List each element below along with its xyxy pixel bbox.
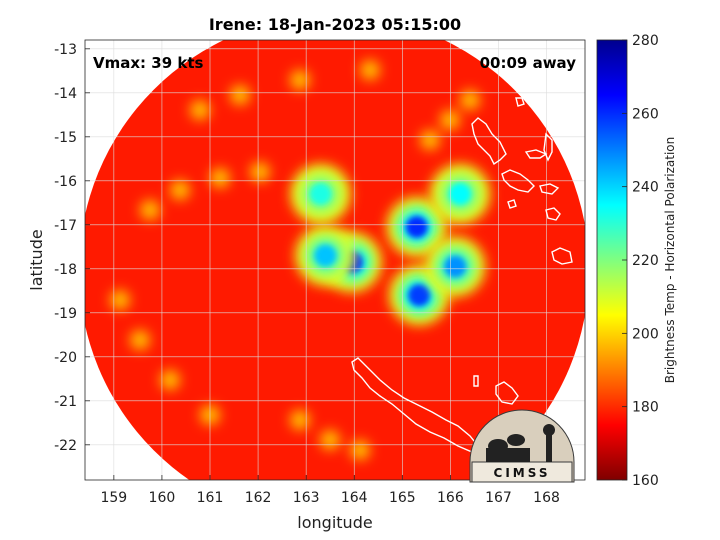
y-tick-label: -16 bbox=[54, 174, 77, 190]
cloud-band-0-1 bbox=[170, 180, 190, 200]
cloud-band-2-2 bbox=[350, 440, 370, 460]
grid-lines bbox=[85, 40, 585, 480]
y-tick-label: -17 bbox=[54, 218, 77, 234]
cloud-bands bbox=[110, 60, 480, 460]
colorbar-tick-label: 180 bbox=[632, 400, 659, 416]
cloud-band-4-1 bbox=[440, 110, 460, 130]
x-tick-label: 165 bbox=[389, 490, 416, 506]
logo-dish-2 bbox=[507, 434, 525, 446]
cloud-band-3-0 bbox=[190, 100, 210, 120]
cloud-band-2-1 bbox=[320, 430, 340, 450]
y-tick-label: -22 bbox=[54, 438, 77, 454]
colorbar: 280 260 240 220 200 180 160 Brightness Temp - … bbox=[596, 33, 677, 489]
feature-core bbox=[309, 183, 332, 205]
coastline-erromango bbox=[551, 247, 573, 265]
colorbar-label: Brightness Temp - Horizontal Polarizatio… bbox=[663, 137, 677, 384]
coastline-islet-4 bbox=[507, 199, 517, 209]
y-tick-label: -15 bbox=[54, 130, 77, 146]
y-tick-label: -14 bbox=[54, 86, 77, 102]
x-tick-label: 168 bbox=[533, 490, 560, 506]
y-tick-label: -13 bbox=[54, 42, 77, 58]
cloud-band-4-2 bbox=[460, 90, 480, 110]
x-axis-label: longitude bbox=[297, 513, 372, 532]
cloud-band-1-1 bbox=[130, 330, 150, 350]
x-tick-label: 160 bbox=[149, 490, 176, 506]
cloud-band-0-2 bbox=[210, 168, 230, 188]
time-away-label: 00:09 away bbox=[480, 54, 577, 72]
y-tick-label: -18 bbox=[54, 262, 77, 278]
cloud-band-3-3 bbox=[360, 60, 380, 80]
feature-core bbox=[408, 284, 431, 307]
coastline-efate bbox=[545, 207, 561, 221]
coastline-espiritu-santo bbox=[471, 117, 507, 166]
y-tick-label: -19 bbox=[54, 306, 77, 322]
coastline-islet-2 bbox=[515, 83, 523, 93]
x-axis-ticks: 159 160 161 162 163 164 165 166 167 168 bbox=[100, 475, 560, 506]
chart-title: Irene: 18-Jan-2023 05:15:00 bbox=[209, 15, 461, 34]
y-axis-ticks: -13 -14 -15 -16 -17 -18 -19 -20 -21 -22 bbox=[54, 42, 90, 454]
feature-cold-core-east bbox=[386, 197, 447, 257]
feature-cell-north-east bbox=[430, 164, 490, 224]
cloud-band-0-0 bbox=[140, 200, 160, 220]
feature-core bbox=[314, 244, 337, 267]
colorbar-tick-label: 280 bbox=[632, 33, 659, 49]
colorbar-ticks: 280 260 240 220 200 180 160 bbox=[622, 33, 659, 489]
x-tick-label: 164 bbox=[341, 490, 368, 506]
feature-cell-north bbox=[290, 164, 351, 224]
cimss-logo: CIMSS bbox=[469, 409, 575, 483]
y-tick-label: -20 bbox=[54, 350, 77, 366]
vmax-label: Vmax: 39 kts bbox=[93, 54, 203, 72]
brightness-temperature-swath bbox=[85, 40, 585, 480]
colorbar-tick-label: 240 bbox=[632, 180, 659, 196]
x-tick-label: 162 bbox=[245, 490, 272, 506]
plot-frame bbox=[84, 39, 586, 481]
map-plot-area: 159 160 161 162 163 164 165 166 167 168 -13 -14 -15… bbox=[54, 39, 586, 506]
x-tick-label: 161 bbox=[197, 490, 224, 506]
cloud-band-3-2 bbox=[290, 70, 310, 90]
coastline-ambrym bbox=[539, 183, 560, 195]
convection bbox=[290, 164, 490, 326]
x-tick-label: 166 bbox=[437, 490, 464, 506]
coastline-islet-1 bbox=[515, 97, 525, 107]
y-axis-label: latitude bbox=[27, 229, 46, 290]
cloud-band-1-0 bbox=[110, 290, 130, 310]
coastline-tanna bbox=[495, 381, 519, 405]
colorbar-tick-label: 260 bbox=[632, 106, 659, 122]
colorbar-tick-label: 160 bbox=[632, 473, 659, 489]
cloud-band-3-1 bbox=[230, 85, 250, 105]
logo-text: CIMSS bbox=[494, 466, 551, 480]
colorbar-tick-label: 220 bbox=[632, 253, 659, 269]
cloud-band-2-0 bbox=[290, 410, 310, 430]
coastline-ambae bbox=[524, 149, 548, 159]
logo-building bbox=[486, 448, 530, 462]
coastline-islet-3 bbox=[473, 375, 479, 387]
y-tick-label: -21 bbox=[54, 394, 77, 410]
feature-core bbox=[449, 183, 471, 205]
logo-tower bbox=[546, 432, 552, 462]
colorbar-tick-label: 200 bbox=[632, 326, 659, 342]
feature-cell-west bbox=[295, 225, 356, 286]
feature-cell-southeast bbox=[425, 236, 486, 297]
cloud-band-4-0 bbox=[420, 130, 440, 150]
cloud-band-0-3 bbox=[250, 162, 270, 182]
cloud-band-1-2 bbox=[160, 370, 180, 390]
feature-core bbox=[444, 255, 467, 278]
coastline-malekula bbox=[501, 169, 535, 193]
x-tick-label: 159 bbox=[100, 490, 127, 506]
x-tick-label: 163 bbox=[293, 490, 320, 506]
logo-tower-top bbox=[543, 424, 555, 436]
coastline-pentecost bbox=[543, 132, 553, 162]
x-tick-label: 167 bbox=[485, 490, 512, 506]
feature-core bbox=[405, 216, 428, 238]
